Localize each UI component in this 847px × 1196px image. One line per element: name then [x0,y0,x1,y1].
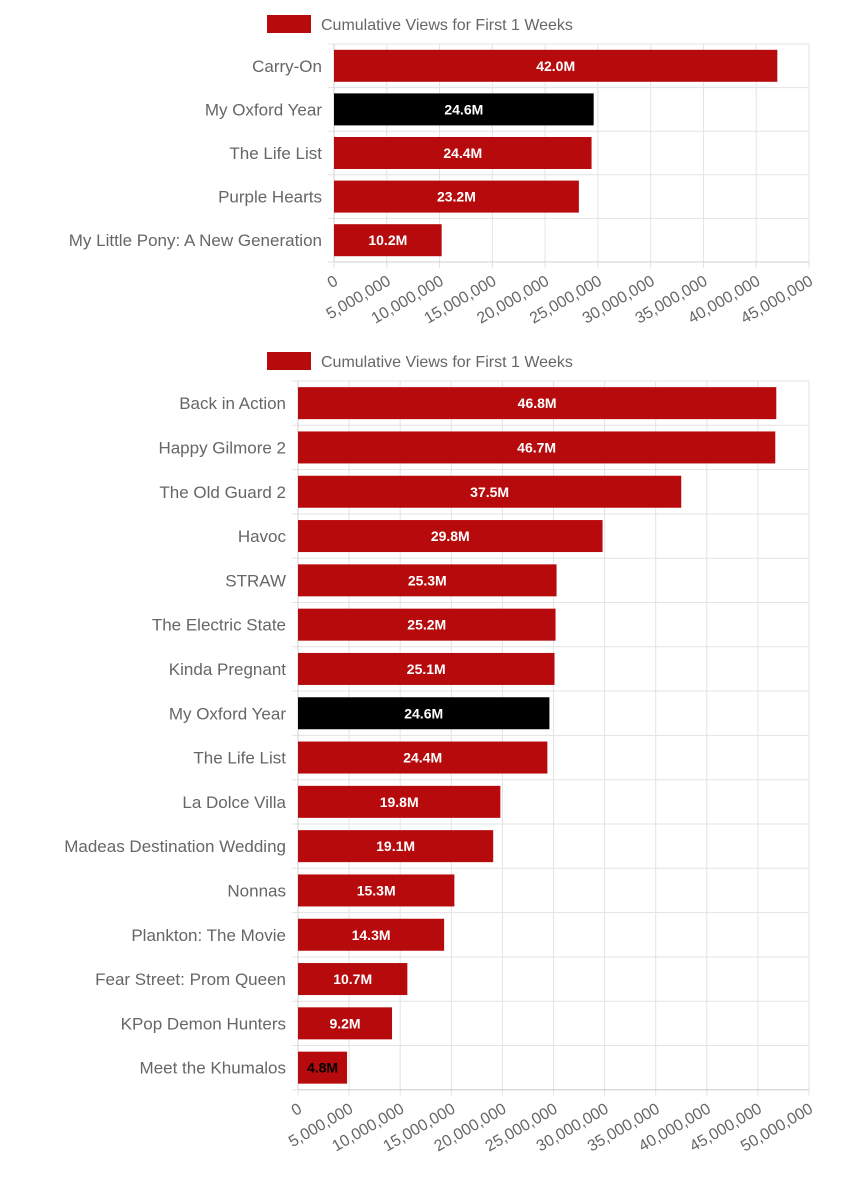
chart-top: Cumulative Views for First 1 Weeks Carry-… [69,15,816,328]
bar-standard [298,830,494,863]
category-label: Back in Action [179,394,286,413]
legend-label: Cumulative Views for First 1 Weeks [321,354,573,371]
data-label: 24.4M [403,750,442,766]
bar-standard [298,1051,348,1084]
category-label: La Dolce Villa [182,793,286,812]
bar-standard [334,180,579,213]
legend-label: Cumulative Views for First 1 Weeks [321,17,573,34]
data-label: 25.1M [407,661,446,677]
data-label: 42.0M [536,58,575,74]
bar-standard [298,741,548,774]
bar-standard [298,874,455,907]
data-label: 23.2M [437,189,476,205]
x-tick-label: 0 [289,1100,305,1119]
category-label: The Life List [229,144,322,163]
bar-standard [298,963,408,996]
legend-swatch [267,15,311,33]
bar-standard [298,564,557,597]
bar-standard [298,387,777,420]
data-label: 9.2M [329,1015,360,1031]
data-label: 19.8M [380,794,419,810]
bar-standard [298,652,555,685]
category-label: Kinda Pregnant [169,660,286,679]
bar-standard [298,608,556,641]
data-label: 37.5M [470,484,509,500]
data-label: 10.7M [333,971,372,987]
data-label: 46.8M [518,395,557,411]
data-label: 15.3M [357,882,396,898]
data-label: 14.3M [352,927,391,943]
bar-standard [334,49,778,82]
chart-bottom: Cumulative Views for First 1 Weeks Back i… [64,352,816,1155]
category-label: Carry-On [252,57,322,76]
category-label: My Little Pony: A New Generation [69,231,322,250]
category-label: Madeas Destination Wedding [64,837,286,856]
bar-highlighted [334,93,594,126]
data-label: 4.8M [307,1060,338,1076]
category-label: Havoc [238,527,287,546]
category-label: KPop Demon Hunters [121,1014,286,1033]
legend-swatch [267,352,311,370]
data-label: 10.2M [368,232,407,248]
bar-standard [334,137,592,169]
category-label: My Oxford Year [169,704,287,723]
data-label: 25.2M [407,617,446,633]
bar-standard [298,431,776,464]
data-label: 24.6M [444,101,483,117]
bar-standard [334,224,442,257]
category-label: The Life List [193,749,286,768]
data-label: 19.1M [376,838,415,854]
data-label: 29.8M [431,528,470,544]
data-label: 24.6M [404,705,443,721]
data-label: 24.4M [443,145,482,161]
bar-standard [298,520,603,553]
bar-standard [298,1007,393,1040]
category-label: The Electric State [152,616,286,635]
bar-standard [298,918,445,951]
bar-standard [298,785,501,818]
category-label: Purple Hearts [218,188,322,207]
category-label: Meet the Khumalos [140,1059,286,1078]
x-tick-label: 0 [325,273,341,292]
category-label: Nonnas [227,881,286,900]
data-label: 25.3M [408,572,447,588]
bar-highlighted [298,697,550,730]
category-label: My Oxford Year [205,100,323,119]
category-label: Plankton: The Movie [131,926,286,945]
bar-standard [298,475,682,508]
category-label: Happy Gilmore 2 [158,438,286,457]
data-label: 46.7M [517,439,556,455]
category-label: Fear Street: Prom Queen [95,970,286,989]
category-label: STRAW [225,571,286,590]
category-label: The Old Guard 2 [159,483,286,502]
